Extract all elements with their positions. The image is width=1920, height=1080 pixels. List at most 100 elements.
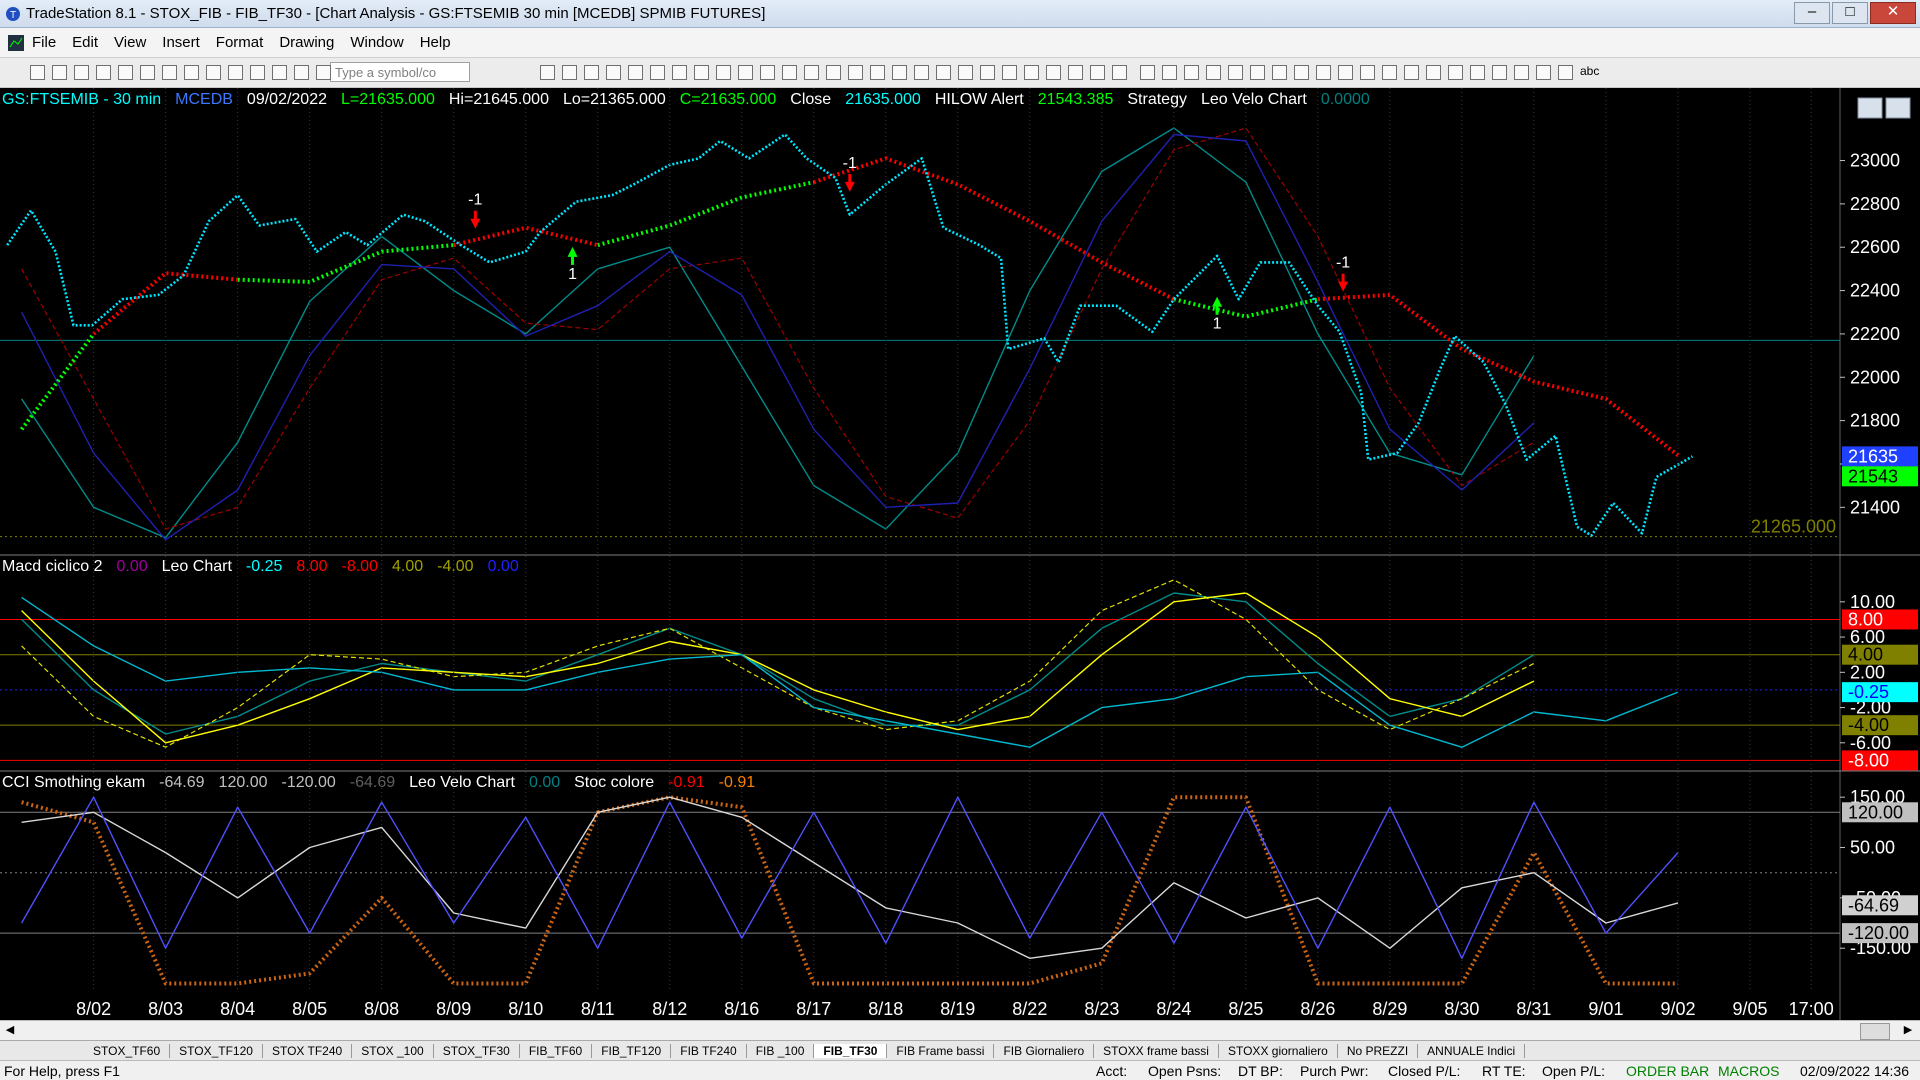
macros[interactable]: MACROS bbox=[1718, 1063, 1780, 1079]
x-tick-label: 8/03 bbox=[148, 999, 183, 1019]
tab[interactable]: STOXX giornaliero bbox=[1218, 1044, 1338, 1058]
toolbar-button[interactable] bbox=[738, 65, 753, 80]
menu-item[interactable]: View bbox=[114, 34, 147, 51]
toolbar-button[interactable] bbox=[1090, 65, 1105, 80]
text-tool[interactable]: abc bbox=[1580, 64, 1600, 78]
menu-item[interactable]: Format bbox=[215, 34, 264, 51]
toolbar-button[interactable] bbox=[650, 65, 665, 80]
tab[interactable]: STOX_TF120 bbox=[170, 1044, 263, 1058]
tab[interactable]: STOX TF240 bbox=[262, 1044, 353, 1058]
tab[interactable]: STOXX frame bassi bbox=[1094, 1044, 1219, 1058]
menu-item[interactable]: Edit bbox=[72, 34, 99, 51]
tab[interactable]: FIB Giornaliero bbox=[994, 1044, 1095, 1058]
toolbar-button[interactable] bbox=[760, 65, 775, 80]
toolbar-button[interactable] bbox=[272, 65, 287, 80]
tab[interactable]: FIB_TF60 bbox=[519, 1044, 593, 1058]
menu-item[interactable]: Drawing bbox=[279, 34, 335, 51]
tab[interactable]: No PREZZI bbox=[1337, 1044, 1419, 1058]
toolbar-button[interactable] bbox=[52, 65, 67, 80]
toolbar-button[interactable] bbox=[316, 65, 331, 80]
close-button[interactable]: ✕ bbox=[1870, 2, 1916, 24]
scrollbar[interactable]: ◀ ▶ bbox=[0, 1020, 1920, 1040]
toolbar-button[interactable] bbox=[980, 65, 995, 80]
status-field: Acct: bbox=[1096, 1063, 1128, 1079]
toolbar-button[interactable] bbox=[892, 65, 907, 80]
toolbar-button[interactable] bbox=[1112, 65, 1127, 80]
toolbar-button[interactable] bbox=[96, 65, 111, 80]
toolbar-button[interactable] bbox=[1046, 65, 1061, 80]
toolbar-button[interactable] bbox=[1558, 65, 1573, 80]
toolbar-button[interactable] bbox=[782, 65, 797, 80]
toolbar-button[interactable] bbox=[140, 65, 155, 80]
toolbar-button[interactable] bbox=[628, 65, 643, 80]
toolbar-button[interactable] bbox=[1162, 65, 1177, 80]
toolbar-button[interactable] bbox=[540, 65, 555, 80]
menu-items: File Edit View Insert Format Drawing Window Hel… bbox=[32, 34, 467, 51]
toolbar-button[interactable] bbox=[848, 65, 863, 80]
toolbar-button[interactable] bbox=[294, 65, 309, 80]
toolbar-button[interactable] bbox=[826, 65, 841, 80]
tab[interactable]: FIB _100 bbox=[746, 1044, 815, 1058]
toolbar-button[interactable] bbox=[206, 65, 221, 80]
toolbar-button[interactable] bbox=[1294, 65, 1309, 80]
toolbar-button[interactable] bbox=[1470, 65, 1485, 80]
toolbar-button[interactable] bbox=[1316, 65, 1331, 80]
toolbar-button[interactable] bbox=[1404, 65, 1419, 80]
toolbar-button[interactable] bbox=[1068, 65, 1083, 80]
toolbar-button[interactable] bbox=[1206, 65, 1221, 80]
order-bar[interactable]: ORDER BAR bbox=[1626, 1063, 1710, 1079]
toolbar-button[interactable] bbox=[870, 65, 885, 80]
toolbar-button[interactable] bbox=[1228, 65, 1243, 80]
toolbar-button[interactable] bbox=[228, 65, 243, 80]
price-flag-label: -64.69 bbox=[1848, 895, 1899, 915]
toolbar-button[interactable] bbox=[30, 65, 45, 80]
toolbar-button[interactable] bbox=[184, 65, 199, 80]
toolbar-button[interactable] bbox=[958, 65, 973, 80]
menu-item[interactable]: File bbox=[32, 34, 57, 51]
y-tick-label: 150.00 bbox=[1850, 787, 1905, 807]
toolbar-button[interactable] bbox=[1360, 65, 1375, 80]
toolbar-button[interactable] bbox=[1536, 65, 1551, 80]
menu-item[interactable]: Insert bbox=[162, 34, 200, 51]
toolbar-button[interactable] bbox=[1514, 65, 1529, 80]
toolbar-button[interactable] bbox=[694, 65, 709, 80]
menu-item[interactable]: Help bbox=[419, 34, 451, 51]
tab[interactable]: ANNUALE Indici bbox=[1418, 1044, 1526, 1058]
toolbar-button[interactable] bbox=[716, 65, 731, 80]
toolbar-button[interactable] bbox=[1272, 65, 1287, 80]
toolbar-button[interactable] bbox=[162, 65, 177, 80]
maximize-button[interactable]: □ bbox=[1832, 2, 1868, 24]
toolbar-button[interactable] bbox=[936, 65, 951, 80]
toolbar-button[interactable] bbox=[1184, 65, 1199, 80]
tab[interactable]: STOX_TF60 bbox=[84, 1044, 171, 1058]
toolbar-button[interactable] bbox=[118, 65, 133, 80]
tab[interactable]: STOX _100 bbox=[352, 1044, 434, 1058]
toolbar-button[interactable] bbox=[1426, 65, 1441, 80]
menu-item[interactable]: Window bbox=[350, 34, 404, 51]
status-field: Purch Pwr: bbox=[1300, 1063, 1369, 1079]
toolbar-button[interactable] bbox=[1002, 65, 1017, 80]
toolbar-button[interactable] bbox=[804, 65, 819, 80]
toolbar-button[interactable] bbox=[1492, 65, 1507, 80]
toolbar-button[interactable] bbox=[606, 65, 621, 80]
toolbar-button[interactable] bbox=[672, 65, 687, 80]
toolbar-button[interactable] bbox=[562, 65, 577, 80]
tab[interactable]: STOX_TF30 bbox=[433, 1044, 520, 1058]
toolbar-button[interactable] bbox=[1024, 65, 1039, 80]
tab[interactable]: FIB Frame bassi bbox=[887, 1044, 995, 1058]
toolbar-button[interactable] bbox=[1250, 65, 1265, 80]
toolbar-button[interactable] bbox=[1338, 65, 1353, 80]
toolbar-button[interactable] bbox=[250, 65, 265, 80]
tab[interactable]: FIB_TF120 bbox=[592, 1044, 672, 1058]
toolbar-button[interactable] bbox=[74, 65, 89, 80]
toolbar-button[interactable] bbox=[1382, 65, 1397, 80]
minimize-button[interactable]: – bbox=[1794, 2, 1830, 24]
toolbar-button[interactable] bbox=[1448, 65, 1463, 80]
price-flag bbox=[1842, 609, 1918, 630]
toolbar-button[interactable] bbox=[584, 65, 599, 80]
tab[interactable]: FIB TF240 bbox=[671, 1044, 747, 1058]
tab[interactable]: FIB_TF30 bbox=[814, 1044, 888, 1058]
toolbar-button[interactable] bbox=[914, 65, 929, 80]
toolbar-button[interactable] bbox=[1140, 65, 1155, 80]
symbol-input[interactable]: Type a symbol/co bbox=[330, 62, 470, 82]
